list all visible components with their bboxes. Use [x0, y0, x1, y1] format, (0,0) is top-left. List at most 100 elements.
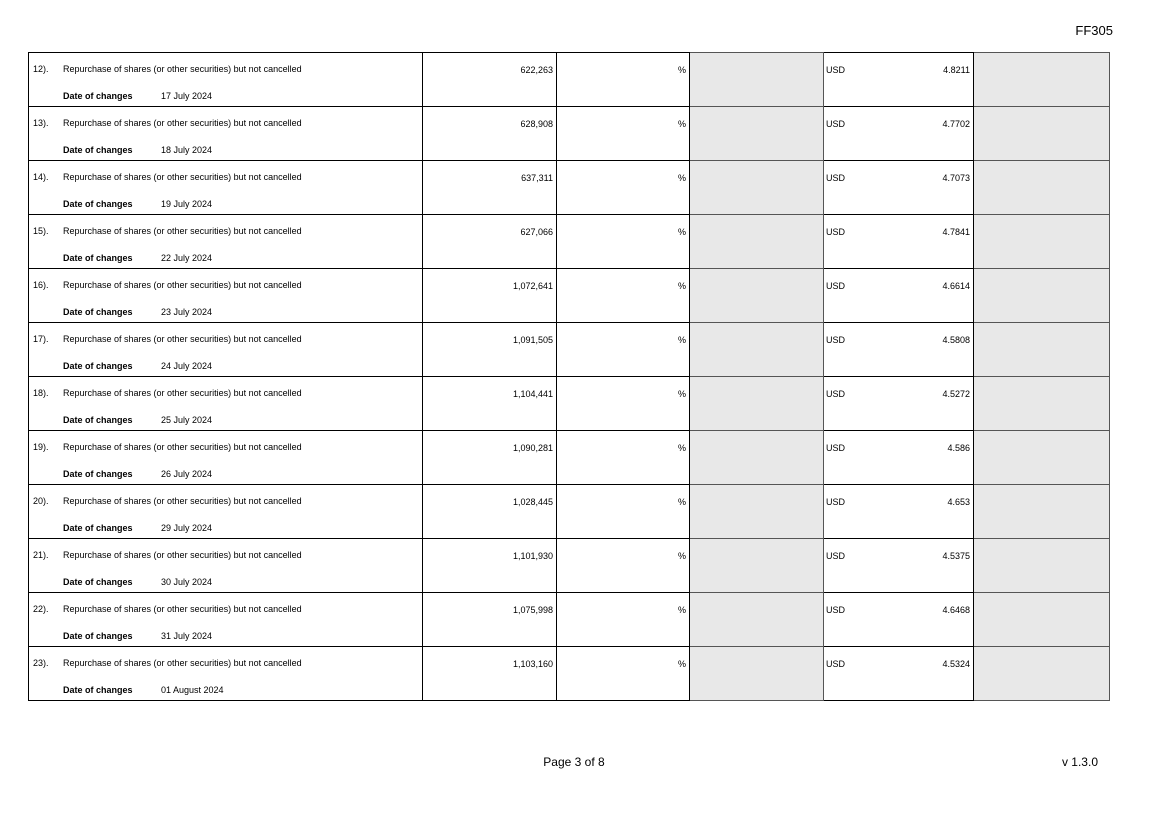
shares-cell: 1,103,160 — [422, 646, 557, 701]
empty-grey-cell — [689, 214, 824, 269]
empty-grey-cell — [973, 484, 1110, 539]
form-code: FF305 — [1075, 23, 1113, 38]
description-cell: 16). Repurchase of shares (or other secu… — [28, 268, 423, 323]
row-number: 15). — [33, 226, 49, 236]
changes-table: 12). Repurchase of shares (or other secu… — [28, 52, 1110, 701]
row-number: 16). — [33, 280, 49, 290]
date-label: Date of changes — [63, 199, 133, 209]
shares-cell: 1,090,281 — [422, 430, 557, 485]
price-cell: USD 4.5272 — [823, 376, 974, 431]
row-number: 19). — [33, 442, 49, 452]
percent-cell: % — [556, 160, 690, 215]
percent-symbol: % — [677, 497, 686, 507]
empty-grey-cell — [973, 322, 1110, 377]
shares-count: 1,103,160 — [512, 659, 553, 669]
price-cell: USD 4.5375 — [823, 538, 974, 593]
row-number: 20). — [33, 496, 49, 506]
empty-grey-cell — [689, 52, 824, 107]
date-label: Date of changes — [63, 577, 133, 587]
description-cell: 19). Repurchase of shares (or other secu… — [28, 430, 423, 485]
empty-grey-cell — [973, 52, 1110, 107]
shares-cell: 637,311 — [422, 160, 557, 215]
shares-cell: 1,104,441 — [422, 376, 557, 431]
price-cell: USD 4.5324 — [823, 646, 974, 701]
price-cell: USD 4.7073 — [823, 160, 974, 215]
description-cell: 21). Repurchase of shares (or other secu… — [28, 538, 423, 593]
price-cell: USD 4.7702 — [823, 106, 974, 161]
table-row: 14). Repurchase of shares (or other secu… — [28, 160, 1110, 215]
date-label: Date of changes — [63, 685, 133, 695]
currency: USD — [826, 119, 846, 129]
shares-count: 622,263 — [520, 65, 553, 75]
shares-cell: 1,091,505 — [422, 322, 557, 377]
percent-symbol: % — [677, 551, 686, 561]
price-cell: USD 4.7841 — [823, 214, 974, 269]
empty-grey-cell — [689, 160, 824, 215]
change-description: Repurchase of shares (or other securitie… — [63, 550, 302, 560]
shares-count: 1,104,441 — [512, 389, 553, 399]
empty-grey-cell — [689, 430, 824, 485]
change-description: Repurchase of shares (or other securitie… — [63, 118, 302, 128]
change-description: Repurchase of shares (or other securitie… — [63, 658, 302, 668]
percent-symbol: % — [677, 227, 686, 237]
percent-cell: % — [556, 52, 690, 107]
shares-cell: 1,075,998 — [422, 592, 557, 647]
empty-grey-cell — [973, 376, 1110, 431]
change-description: Repurchase of shares (or other securitie… — [63, 334, 302, 344]
date-of-change: 24 July 2024 — [161, 361, 213, 371]
percent-cell: % — [556, 106, 690, 161]
empty-grey-cell — [973, 538, 1110, 593]
row-number: 23). — [33, 658, 49, 668]
price: 4.8211 — [943, 65, 970, 75]
percent-symbol: % — [677, 605, 686, 615]
price-cell: USD 4.6468 — [823, 592, 974, 647]
shares-count: 628,908 — [520, 119, 553, 129]
empty-grey-cell — [689, 538, 824, 593]
percent-cell: % — [556, 322, 690, 377]
price-cell: USD 4.653 — [823, 484, 974, 539]
currency: USD — [826, 227, 846, 237]
row-number: 12). — [33, 64, 49, 74]
shares-count: 627,066 — [520, 227, 553, 237]
change-description: Repurchase of shares (or other securitie… — [63, 496, 302, 506]
percent-cell: % — [556, 430, 690, 485]
empty-grey-cell — [689, 484, 824, 539]
price: 4.653 — [947, 497, 970, 507]
date-of-change: 30 July 2024 — [161, 577, 213, 587]
shares-cell: 1,028,445 — [422, 484, 557, 539]
date-of-change: 19 July 2024 — [161, 199, 213, 209]
table-row: 16). Repurchase of shares (or other secu… — [28, 268, 1110, 323]
row-number: 22). — [33, 604, 49, 614]
date-label: Date of changes — [63, 415, 133, 425]
price: 4.7073 — [942, 173, 970, 183]
change-description: Repurchase of shares (or other securitie… — [63, 280, 302, 290]
shares-cell: 1,072,641 — [422, 268, 557, 323]
currency: USD — [826, 443, 846, 453]
currency: USD — [826, 497, 846, 507]
empty-grey-cell — [689, 106, 824, 161]
change-description: Repurchase of shares (or other securitie… — [63, 442, 302, 452]
table-row: 23). Repurchase of shares (or other secu… — [28, 646, 1110, 701]
price: 4.5324 — [942, 659, 970, 669]
price: 4.6468 — [942, 605, 970, 615]
date-label: Date of changes — [63, 307, 133, 317]
row-number: 13). — [33, 118, 49, 128]
change-description: Repurchase of shares (or other securitie… — [63, 604, 302, 614]
date-of-change: 26 July 2024 — [161, 469, 213, 479]
shares-count: 1,091,505 — [512, 335, 553, 345]
date-label: Date of changes — [63, 523, 133, 533]
percent-symbol: % — [677, 659, 686, 669]
currency: USD — [826, 389, 846, 399]
description-cell: 14). Repurchase of shares (or other secu… — [28, 160, 423, 215]
price: 4.5808 — [942, 335, 970, 345]
shares-count: 1,101,930 — [512, 551, 553, 561]
empty-grey-cell — [689, 268, 824, 323]
date-of-change: 17 July 2024 — [161, 91, 213, 101]
percent-symbol: % — [677, 281, 686, 291]
table-row: 19). Repurchase of shares (or other secu… — [28, 430, 1110, 485]
currency: USD — [826, 659, 846, 669]
date-label: Date of changes — [63, 631, 133, 641]
empty-grey-cell — [973, 646, 1110, 701]
description-cell: 23). Repurchase of shares (or other secu… — [28, 646, 423, 701]
percent-cell: % — [556, 214, 690, 269]
